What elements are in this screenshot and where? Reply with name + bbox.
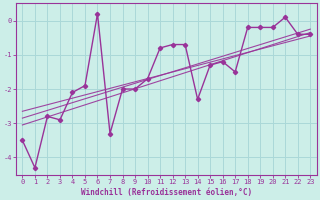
X-axis label: Windchill (Refroidissement éolien,°C): Windchill (Refroidissement éolien,°C): [81, 188, 252, 197]
